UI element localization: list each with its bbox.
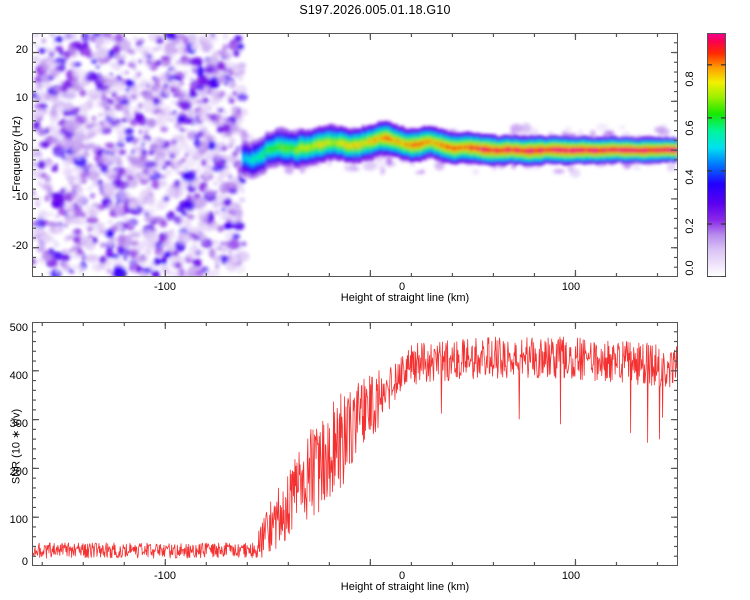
colorbar[interactable] (707, 33, 726, 277)
spectrogram-xtick-100: 100 (561, 281, 581, 293)
snr-ytick-500: 500 (9, 322, 28, 334)
snr-axis-ticks (32, 322, 678, 566)
spectrogram-ytick-10: 10 (15, 92, 28, 104)
page-title: S197.2026.005.01.18.G10 (299, 3, 451, 17)
colorbar-ticks (707, 64, 726, 277)
spectrogram-xtick-0: 0 (398, 281, 406, 293)
snr-ytick-0: 0 (21, 556, 28, 568)
snr-plot[interactable] (32, 322, 678, 566)
spectrogram-y-axis-label: Frequency (Hz) (11, 116, 23, 192)
spectrogram-image (33, 34, 677, 276)
spectrogram-ytick-neg20: -20 (12, 240, 28, 252)
snr-ytick-200: 200 (9, 466, 28, 478)
snr-y-axis-label: SNR (10 ∗ v/v) (10, 408, 23, 485)
spectrogram-x-axis-label: Height of straight line (km) (340, 292, 470, 304)
snr-ytick-100: 100 (9, 514, 28, 526)
spectrogram-ytick-20: 20 (15, 44, 28, 56)
snr-xtick-100: 100 (561, 570, 581, 582)
snr-ytick-400: 400 (9, 370, 28, 382)
spectrogram-axis-ticks (32, 33, 678, 277)
snr-line-series (33, 336, 677, 559)
snr-ytick-300: 300 (9, 418, 28, 430)
snr-xtick-neg100: -100 (153, 570, 177, 582)
colorbar-tick-06: 0.6 (684, 120, 696, 136)
snr-x-axis-label: Height of straight line (km) (340, 581, 470, 593)
colorbar-tick-04: 0.4 (684, 169, 696, 185)
spectrogram-ytick-neg10: -10 (12, 191, 28, 203)
spectrogram-xtick-neg100: -100 (153, 281, 177, 293)
snr-xtick-0: 0 (398, 570, 406, 582)
colorbar-tick-02: 0.2 (684, 218, 696, 234)
colorbar-tick-08: 0.8 (684, 71, 696, 87)
spectrogram-ytick-0: 0 (21, 142, 28, 154)
colorbar-gradient (708, 34, 725, 276)
spectrogram-plot[interactable] (32, 33, 678, 277)
colorbar-tick-00: 0.0 (684, 260, 696, 276)
